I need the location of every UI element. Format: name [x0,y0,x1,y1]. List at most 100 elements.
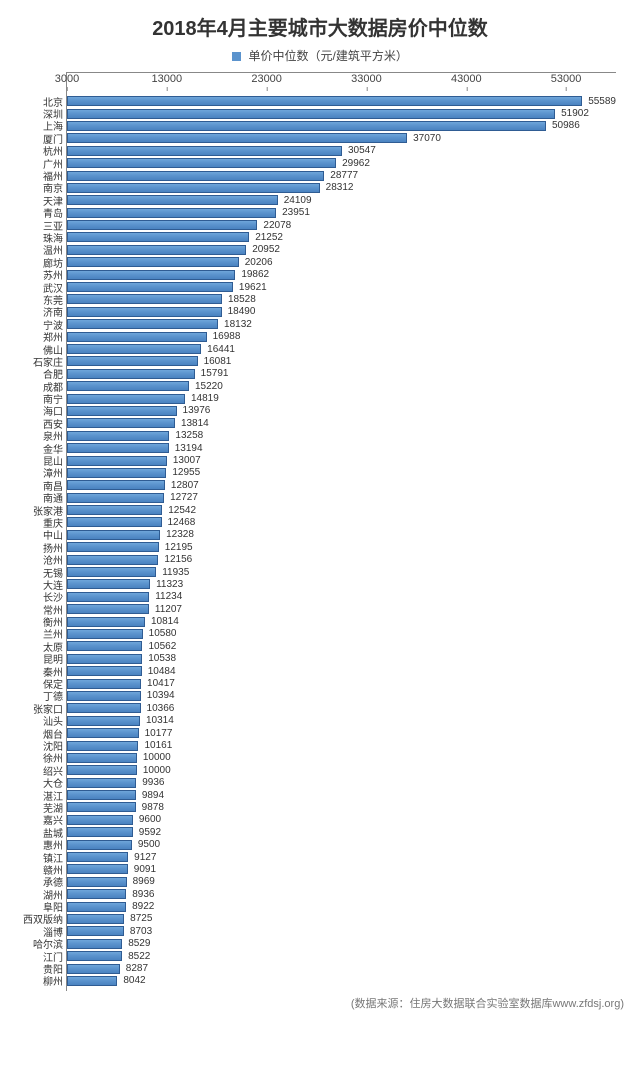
bar-row: 太原10562 [67,640,616,652]
bar-value: 8287 [126,963,148,974]
bar [67,270,235,280]
bar [67,257,239,267]
bar-value: 15791 [201,368,229,379]
bar-value: 12807 [171,480,199,491]
x-tick: 23000 [251,73,282,85]
bar [67,567,156,577]
bar-row: 盐城9592 [67,826,616,838]
bar-row: 扬州12195 [67,541,616,553]
bar [67,939,122,949]
bar-value: 9878 [142,802,164,813]
bar-row: 重庆12468 [67,516,616,528]
bar-row: 柳州8042 [67,975,616,987]
bar [67,964,120,974]
bar [67,344,201,354]
bar-row: 湖州8936 [67,888,616,900]
bar [67,654,142,664]
bar-value: 10394 [147,690,175,701]
bar-value: 13194 [175,443,203,454]
bar [67,208,276,218]
bar [67,456,167,466]
bar-value: 10161 [144,740,172,751]
bar-value: 11207 [155,604,182,615]
bar-value: 19862 [241,269,269,280]
bar-value: 37070 [413,133,441,144]
bar-row: 绍兴10000 [67,764,616,776]
bar-row: 东莞18528 [67,293,616,305]
bar-value: 12727 [170,492,198,503]
data-source-note: (数据来源：住房大数据联合实验室数据库www.zfdsj.org) [351,995,624,1011]
bar-value: 10314 [146,715,174,726]
bar-value: 24109 [284,195,312,206]
bar-row: 泉州13258 [67,430,616,442]
bar [67,679,141,689]
x-tick: 33000 [351,73,382,85]
bar [67,319,218,329]
bar-value: 8522 [128,951,150,962]
bar-value: 12468 [168,517,196,528]
bar [67,579,150,589]
bar [67,468,166,478]
bar-row: 南昌12807 [67,479,616,491]
bar-row: 中山12328 [67,529,616,541]
x-tick: 43000 [451,73,482,85]
bar-value: 10000 [143,752,171,763]
bar-row: 赣州9091 [67,863,616,875]
bar-row: 苏州19862 [67,268,616,280]
bar-row: 昆山13007 [67,454,616,466]
bar-row: 哈尔滨8529 [67,938,616,950]
bar-row: 合肥15791 [67,368,616,380]
bar-value: 11323 [156,579,183,590]
bar-value: 13814 [181,418,209,429]
bar [67,815,133,825]
bar-row: 大仓9936 [67,776,616,788]
bar [67,765,137,775]
bar-value: 10177 [145,728,173,739]
bar [67,951,122,961]
bar-value: 10484 [148,666,176,677]
bar-row: 丁德10394 [67,690,616,702]
bar-value: 16988 [213,331,241,342]
bar-row: 宁波18132 [67,318,616,330]
bar-row: 武汉19621 [67,281,616,293]
bar-row: 上海50986 [67,120,616,132]
bar-value: 29962 [342,158,370,169]
bar [67,195,278,205]
bar-row: 张家港12542 [67,504,616,516]
bar [67,133,407,143]
bar-value: 21252 [255,232,283,243]
bar [67,109,555,119]
bar-value: 9592 [139,827,161,838]
bar-value: 11234 [155,591,182,602]
bar [67,741,138,751]
bar-value: 12955 [172,467,200,478]
bar [67,493,164,503]
bar-row: 芜湖9878 [67,801,616,813]
bar-row: 烟台10177 [67,727,616,739]
bar [67,418,175,428]
bar [67,431,169,441]
bar-value: 10000 [143,765,171,776]
legend-swatch [232,52,241,61]
bar [67,604,149,614]
bar [67,864,128,874]
bar [67,902,126,912]
city-label: 柳州 [13,973,67,988]
bar-value: 13007 [173,455,201,466]
bar-value: 10580 [149,628,177,639]
bar-value: 55589 [588,96,616,107]
bar [67,307,222,317]
bar-row: 惠州9500 [67,838,616,850]
bar-row: 佛山16441 [67,343,616,355]
bar-row: 杭州30547 [67,145,616,157]
bar [67,926,124,936]
bar-row: 成都15220 [67,380,616,392]
bar-row: 大连11323 [67,578,616,590]
bar-value: 20206 [245,257,273,268]
bar-row: 湛江9894 [67,789,616,801]
bar-row: 温州20952 [67,244,616,256]
bar [67,592,149,602]
bar-row: 厦门37070 [67,132,616,144]
x-tick: 3000 [55,73,79,85]
bar [67,889,126,899]
